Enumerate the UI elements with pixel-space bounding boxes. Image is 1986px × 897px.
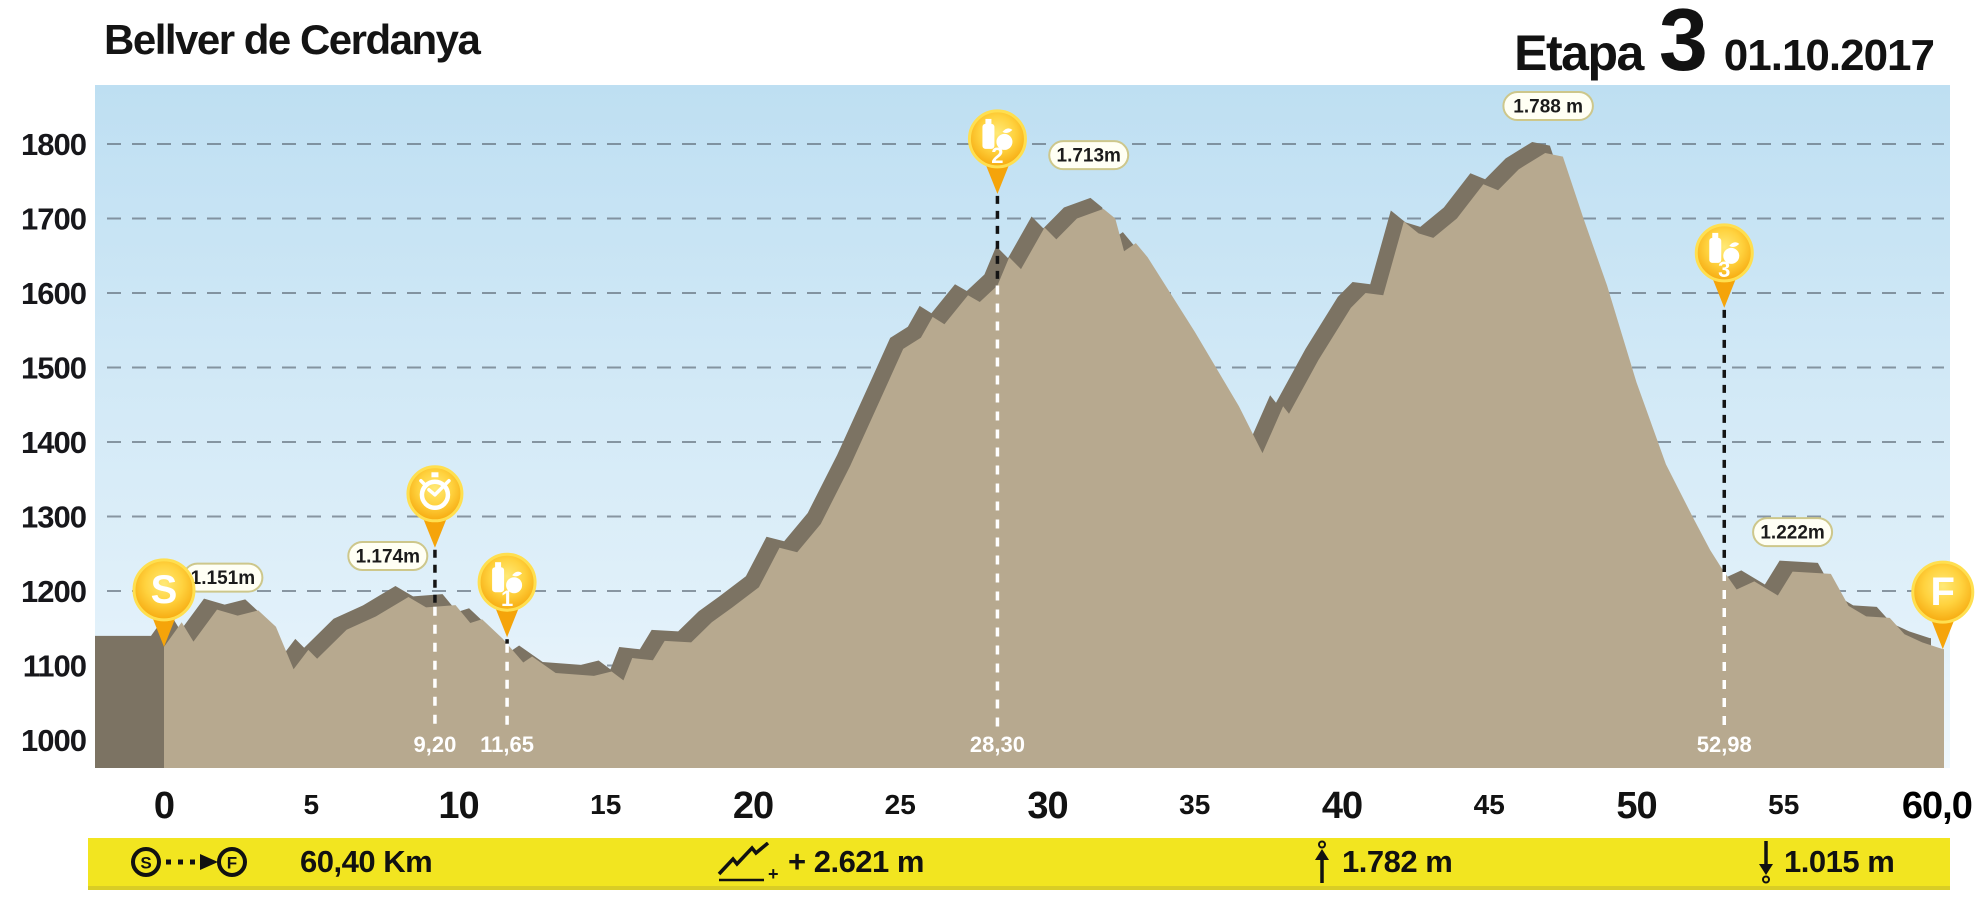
y-tick-label: 1600 <box>21 276 86 311</box>
pin-circle <box>132 558 196 622</box>
feed-station-number: 1 <box>501 586 513 611</box>
stage-date: 01.10.2017 <box>1723 31 1935 80</box>
x-tick-label-minor: 25 <box>885 789 916 820</box>
x-tick-label-minor: 55 <box>1768 789 1799 820</box>
stage-header: Etapa 3 01.10.2017 <box>1514 0 1935 89</box>
x-tick-label-major: 20 <box>733 785 773 827</box>
svg-text:1.174m: 1.174m <box>356 546 420 567</box>
pin-circle <box>1911 560 1975 624</box>
start-pin-letter: S <box>151 568 178 612</box>
x-tick-label-major: 40 <box>1322 785 1362 827</box>
y-tick-label: 1300 <box>21 500 86 535</box>
max-elevation-arrow-icon <box>1315 840 1329 883</box>
pin-tail <box>1929 616 1956 650</box>
marker-lines: 9,20 11,65 28,30 52,98 <box>414 195 1752 757</box>
route-icon-finish-letter: F <box>227 854 237 873</box>
elevation-gain-icon: + <box>717 842 778 884</box>
timer-pin <box>406 465 464 548</box>
marker-km-label: 28,30 <box>970 732 1025 757</box>
elevation-labels: 1.151m 1.174m 1.713m 1.788 m 1.222m <box>182 91 1834 593</box>
y-axis-labels: 1000 1100 1200 1300 1400 1500 1600 1700 1800 <box>21 127 87 758</box>
marker-km-label: 11,65 <box>480 732 534 757</box>
pin-tail <box>421 515 448 548</box>
min-elevation-arrow-icon <box>1759 841 1773 884</box>
page-title: Bellver de Cerdanya <box>104 16 481 63</box>
x-axis-labels: 0 10 20 30 40 50 5 15 25 35 45 55 60,0 <box>154 785 1973 827</box>
start-pin: S <box>132 558 196 647</box>
elevation-label-pill: 1.713m <box>1048 140 1130 171</box>
svg-text:1.222m: 1.222m <box>1760 523 1824 544</box>
svg-text:1.713m: 1.713m <box>1057 146 1121 167</box>
y-tick-label: 1100 <box>23 649 86 684</box>
start-finish-route-icon: S F <box>131 847 247 877</box>
x-tick-label-minor: 15 <box>590 789 621 820</box>
x-tick-label-minor: 5 <box>303 789 319 820</box>
stage-label: Etapa <box>1514 25 1644 81</box>
marker-km-label: 9,20 <box>414 732 457 757</box>
x-tick-label-major: 30 <box>1027 785 1067 827</box>
bottle-apple-icon <box>492 562 523 594</box>
stage-number: 3 <box>1658 0 1708 89</box>
elevation-label-pill: 1.222m <box>1752 517 1834 548</box>
y-tick-label: 1400 <box>21 425 86 460</box>
min-elevation: 1.015 m <box>1784 844 1895 879</box>
y-tick-label: 1800 <box>21 127 86 162</box>
route-arrow-icon <box>200 854 218 870</box>
finish-pin-letter: F <box>1931 570 1955 614</box>
y-tick-label: 1500 <box>21 351 86 386</box>
pin-tail <box>494 604 521 638</box>
elevation-label-pill: 1.151m <box>182 562 264 593</box>
svg-text:1.788 m: 1.788 m <box>1513 97 1583 118</box>
pin-tail <box>984 161 1011 194</box>
y-tick-label: 1200 <box>21 574 86 609</box>
feed-station-number: 3 <box>1718 257 1730 282</box>
total-distance: 60,40 Km <box>300 844 433 879</box>
feed-station-pin-1: 1 <box>477 552 537 638</box>
profile-surface <box>164 152 1944 768</box>
svg-text:1.151m: 1.151m <box>191 568 255 589</box>
pin-tail <box>151 613 177 647</box>
feed-station-number: 2 <box>991 143 1003 168</box>
pin-tail <box>1711 275 1738 308</box>
route-icon-start-letter: S <box>140 854 151 873</box>
x-tick-label-major: 50 <box>1616 785 1656 827</box>
x-tick-label-minor: 35 <box>1179 789 1210 820</box>
x-tick-label-minor: 45 <box>1474 789 1505 820</box>
elevation-gain: + 2.621 m <box>788 844 924 879</box>
x-tick-label-major: 10 <box>438 785 478 827</box>
stopwatch-icon <box>419 472 451 511</box>
elevation-profile <box>95 141 1944 768</box>
bottle-apple-icon <box>982 118 1013 150</box>
y-tick-label: 1700 <box>21 202 86 237</box>
x-tick-label-end: 60,0 <box>1902 785 1972 827</box>
x-tick-label-major: 0 <box>154 785 174 827</box>
feed-station-pin-2: 2 <box>967 109 1027 194</box>
summary-bar: S F 60,40 Km + + 2.621 m 1.782 m 1.015 m <box>88 838 1950 890</box>
y-tick-label: 1000 <box>21 723 86 758</box>
marker-km-label: 52,98 <box>1697 732 1752 757</box>
feed-station-pin-3: 3 <box>1694 223 1754 308</box>
max-elevation: 1.782 m <box>1342 844 1453 879</box>
elevation-label-pill: 1.174m <box>347 540 429 571</box>
bottle-apple-icon <box>1709 232 1740 264</box>
finish-pin: F <box>1911 560 1975 650</box>
elevation-label-pill: 1.788 m <box>1502 91 1594 122</box>
svg-text:+: + <box>768 864 778 884</box>
